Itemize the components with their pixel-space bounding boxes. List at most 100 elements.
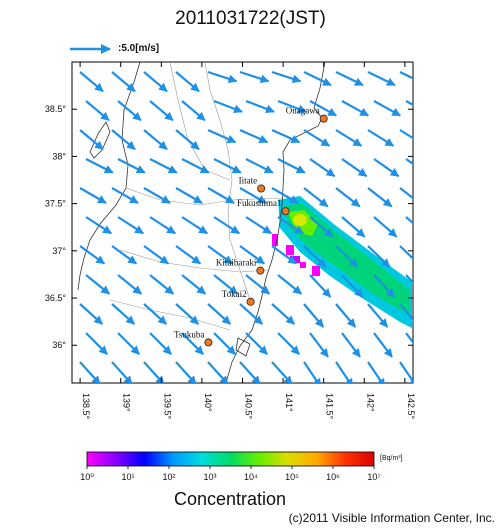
wind-arrow xyxy=(175,245,201,265)
lon-tick-label: 138.5° xyxy=(81,393,91,420)
lat-tick-label: 36° xyxy=(52,340,66,350)
wind-arrow xyxy=(335,303,357,328)
wind-arrow xyxy=(239,128,269,144)
lon-tick-label: 140.5° xyxy=(244,393,254,420)
wind-arrow xyxy=(149,100,174,122)
wind-arrow xyxy=(367,361,386,383)
wind-arrow xyxy=(277,99,307,114)
wind-arrow xyxy=(149,274,175,295)
wind-arrow xyxy=(207,70,238,84)
wind-arrow xyxy=(175,129,200,151)
wind-arrow xyxy=(245,274,271,295)
wind-arrow xyxy=(367,129,395,147)
colorbar-tick-label: 10⁷ xyxy=(367,472,380,482)
colorbar-gradient xyxy=(86,451,375,467)
wind-arrow xyxy=(373,274,396,298)
wind-arrow xyxy=(271,303,296,325)
wind-arrow xyxy=(85,100,110,122)
wind-arrow xyxy=(399,245,413,268)
lon-tick-label: 142.5° xyxy=(406,393,416,420)
wind-arrow xyxy=(399,71,413,80)
wind-arrow xyxy=(111,361,133,383)
site-marker xyxy=(246,297,255,306)
wind-arrow xyxy=(309,100,338,117)
wind-arrow xyxy=(111,71,136,93)
wind-arrow xyxy=(341,274,364,298)
wind-arrow xyxy=(271,70,302,84)
copyright-credit: (c)2011 Visible Information Center, Inc. xyxy=(288,511,495,525)
site-marker xyxy=(281,207,290,216)
colorbar-tick-label: 10¹ xyxy=(121,472,134,482)
wind-arrow xyxy=(271,187,299,204)
lon-tick-label: 141° xyxy=(284,393,294,412)
wind-arrow xyxy=(367,187,393,208)
wind-arrow xyxy=(309,158,336,178)
wind-arrow xyxy=(181,158,210,174)
wind-scale-label: :5.0[m/s] xyxy=(118,43,160,54)
wind-arrow xyxy=(303,71,332,87)
site-marker xyxy=(257,184,266,193)
site-label: Tokai2 xyxy=(222,289,247,299)
wind-arrow xyxy=(175,71,200,93)
plume-spot xyxy=(300,262,306,268)
lon-tick-label: 139.5° xyxy=(162,393,172,420)
wind-arrow xyxy=(373,158,400,178)
wind-arrow xyxy=(405,158,413,166)
colorbar-tick-label: 10⁰ xyxy=(80,472,94,482)
wind-arrow xyxy=(399,129,413,140)
wind-arrow xyxy=(271,128,301,144)
wind-arrow xyxy=(335,245,359,268)
colorbar: 10⁰ 10¹ 10² 10³ 10⁴ 10⁵ 10⁶ 10⁷ xyxy=(80,451,381,482)
site-marker-layer: Onagawa Iitate Fukushima1 Kitaibaraki Tokai2… xyxy=(174,106,328,347)
wind-arrow xyxy=(111,187,139,204)
wind-arrow xyxy=(117,158,146,174)
lon-tick-label: 142° xyxy=(365,393,375,412)
site-label: Kitaibaraki xyxy=(216,258,257,268)
colorbar-tick-label: 10⁵ xyxy=(285,472,299,482)
wind-arrow xyxy=(79,361,101,383)
wind-arrow xyxy=(405,216,413,225)
wind-arrow xyxy=(149,216,176,235)
site-label: Tsukuba xyxy=(174,329,204,339)
lat-tick-label: 37° xyxy=(52,246,66,256)
prefecture-border xyxy=(109,299,231,331)
wind-vector-layer xyxy=(79,70,413,383)
wind-arrow xyxy=(143,245,169,265)
wind-arrow xyxy=(367,245,391,268)
wind-arrow xyxy=(85,332,108,355)
wind-arrow xyxy=(271,245,297,265)
wind-arrow xyxy=(277,332,300,355)
wind-arrow xyxy=(245,158,274,174)
colorbar-title: Concentration xyxy=(173,489,287,509)
colorbar-tick-label: 10⁴ xyxy=(244,472,258,482)
wind-arrow xyxy=(143,129,168,151)
wind-arrow xyxy=(245,216,272,235)
wind-arrow xyxy=(239,70,270,84)
colorbar-unit: [Bq/m³] xyxy=(380,455,403,462)
wind-arrow xyxy=(117,274,143,295)
colorbar-tick-label: 10² xyxy=(162,472,175,482)
wind-arrow xyxy=(303,245,327,268)
prefecture-border xyxy=(119,249,269,273)
lon-tick-label: 139° xyxy=(122,393,132,412)
map-title: 2011031722(JST) xyxy=(175,8,326,29)
wind-arrow xyxy=(341,100,370,117)
wind-arrow xyxy=(303,129,331,147)
wind-arrow xyxy=(85,216,112,235)
wind-arrow xyxy=(175,303,200,325)
wind-arrow xyxy=(239,245,265,265)
wind-arrow xyxy=(303,187,329,208)
wind-arrow xyxy=(341,158,368,178)
map-frame xyxy=(71,61,414,384)
colorbar-tick-label: 10⁶ xyxy=(326,472,340,482)
plume-spot xyxy=(286,245,294,255)
wind-arrow xyxy=(143,71,168,93)
wind-arrow xyxy=(341,216,366,238)
prefecture-border xyxy=(204,62,251,301)
site-label: Iitate xyxy=(239,176,258,186)
wind-arrow xyxy=(207,361,229,383)
wind-arrow xyxy=(149,158,178,174)
wind-arrow xyxy=(335,129,363,147)
wind-arrow xyxy=(399,361,413,383)
wind-arrow xyxy=(277,274,303,295)
